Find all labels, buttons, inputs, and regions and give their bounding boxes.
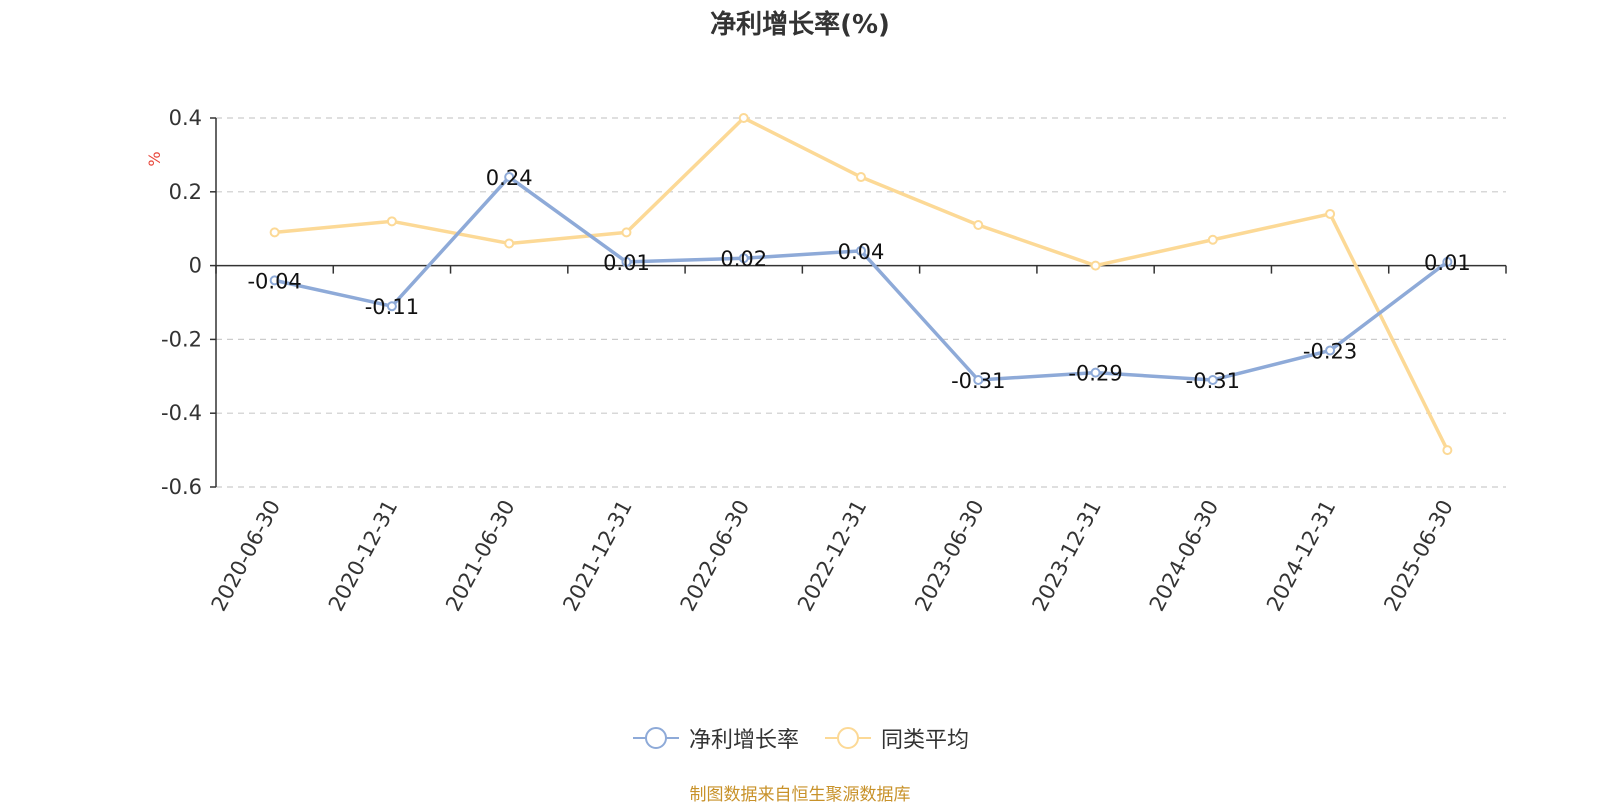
data-label: -0.04 bbox=[247, 269, 301, 293]
legend-circle-icon bbox=[825, 727, 871, 749]
data-point bbox=[973, 220, 984, 231]
y-axis-label: % bbox=[145, 151, 164, 166]
data-point bbox=[738, 253, 749, 264]
x-tick-label: 2025-06-30 bbox=[1379, 496, 1457, 615]
data-point bbox=[386, 301, 397, 312]
axes: 0.4 0.2 0 -0.2 -0.4 -0.6% 2020-06-30 2020-12-31… bbox=[145, 106, 1507, 615]
data-label: 0.24 bbox=[486, 166, 533, 190]
data-label: -0.23 bbox=[1303, 339, 1357, 363]
data-point bbox=[973, 374, 984, 385]
data-point bbox=[1325, 345, 1336, 356]
data-label: -0.11 bbox=[365, 295, 419, 319]
x-tick-label: 2021-06-30 bbox=[441, 496, 519, 615]
series-line bbox=[274, 175, 1449, 382]
x-tick-label: 2023-06-30 bbox=[910, 496, 988, 615]
data-point bbox=[856, 172, 866, 183]
data-label: 0.04 bbox=[838, 240, 885, 264]
data-point bbox=[1442, 445, 1453, 456]
data-point bbox=[1207, 234, 1218, 245]
y-tick-label: -0.6 bbox=[161, 475, 202, 499]
legend-circle-icon bbox=[632, 727, 679, 749]
x-tick-label: 2024-12-31 bbox=[1262, 496, 1340, 615]
data-point bbox=[269, 275, 280, 286]
data-point bbox=[504, 238, 515, 249]
x-tick-label: 2023-12-31 bbox=[1027, 496, 1105, 615]
legend: 净利增长率 同类平均 bbox=[0, 722, 1600, 754]
data-label: 0.01 bbox=[603, 251, 650, 275]
data-label: -0.29 bbox=[1068, 362, 1122, 386]
data-point bbox=[856, 245, 866, 256]
data-labels: -0.04 -0.11 0.24 0.01 0.02 0.04 -0.31 -0.29 -0.3… bbox=[247, 166, 1470, 393]
legend-item-series-2[interactable]: 同类平均 bbox=[823, 722, 969, 754]
x-tick-label: 2020-12-31 bbox=[324, 496, 402, 615]
series-line bbox=[274, 116, 1449, 451]
x-tick-label: 2024-06-30 bbox=[1145, 496, 1223, 615]
y-tick-label: -0.2 bbox=[161, 327, 202, 351]
data-label: -0.31 bbox=[951, 369, 1005, 393]
x-tick-label: 2022-12-31 bbox=[793, 496, 871, 615]
data-point bbox=[504, 172, 515, 183]
data-point bbox=[1090, 367, 1101, 378]
data-point bbox=[621, 256, 632, 267]
data-point bbox=[621, 227, 632, 238]
source-note: 制图数据来自恒生聚源数据库 bbox=[689, 785, 911, 805]
y-tick-label: 0 bbox=[189, 254, 202, 278]
x-tick-label: 2021-12-31 bbox=[558, 496, 636, 615]
data-label: 0.02 bbox=[720, 247, 767, 271]
x-tick-label: 2020-06-30 bbox=[207, 496, 285, 615]
data-point bbox=[269, 227, 280, 238]
y-tick-label: -0.4 bbox=[161, 401, 202, 425]
y-tick-label: 0.4 bbox=[169, 106, 202, 130]
x-tick-label: 2022-06-30 bbox=[676, 496, 754, 615]
data-point bbox=[386, 216, 397, 227]
data-label: -0.31 bbox=[1186, 369, 1240, 393]
data-point bbox=[738, 113, 749, 123]
y-tick-label: 0.2 bbox=[169, 180, 202, 204]
legend-label: 净利增长率 bbox=[688, 728, 799, 753]
data-point bbox=[1090, 260, 1101, 271]
series-lines bbox=[269, 113, 1453, 456]
legend-item-series-1[interactable]: 净利增长率 bbox=[631, 722, 799, 754]
data-label: 0.01 bbox=[1424, 251, 1471, 275]
data-point bbox=[1207, 374, 1218, 385]
chart-title: 净利增长率(%) bbox=[710, 10, 890, 40]
data-point bbox=[1442, 256, 1453, 267]
data-point bbox=[1325, 208, 1336, 219]
legend-label: 同类平均 bbox=[881, 728, 970, 753]
grid-lines bbox=[216, 117, 1506, 488]
